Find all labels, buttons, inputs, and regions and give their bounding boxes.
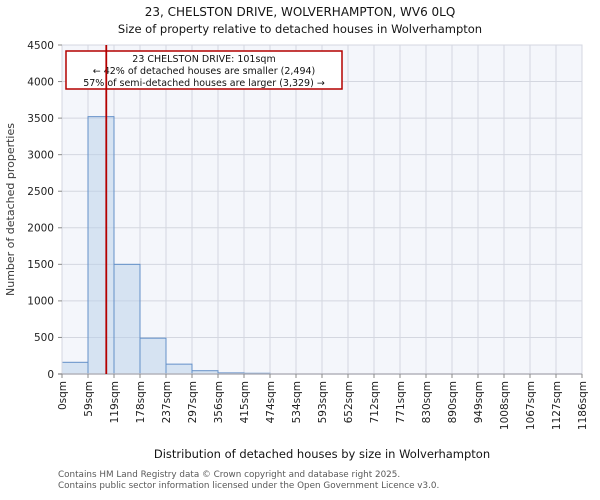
y-tick-label: 3500 bbox=[27, 113, 54, 125]
chart-title: 23, CHELSTON DRIVE, WOLVERHAMPTON, WV6 0… bbox=[144, 5, 456, 19]
x-axis-title: Distribution of detached houses by size … bbox=[154, 447, 490, 461]
x-tick-label: 356sqm bbox=[213, 381, 225, 423]
x-tick-label: 178sqm bbox=[135, 381, 147, 423]
x-tick-label: 1186sqm bbox=[577, 381, 589, 430]
y-tick-label: 0 bbox=[47, 369, 54, 381]
x-tick-label: 474sqm bbox=[265, 381, 277, 423]
y-tick-label: 3000 bbox=[27, 149, 54, 161]
x-tick-label: 1008sqm bbox=[499, 381, 511, 430]
x-tick-label: 593sqm bbox=[317, 381, 329, 423]
x-tick-label: 830sqm bbox=[421, 381, 433, 423]
y-tick-label: 2500 bbox=[27, 186, 54, 198]
footer-attribution-1: Contains HM Land Registry data © Crown c… bbox=[58, 470, 401, 480]
annotation-line: 57% of semi-detached houses are larger (… bbox=[83, 78, 325, 89]
histogram-bar bbox=[139, 337, 167, 375]
x-tick-label: 59sqm bbox=[83, 381, 95, 417]
x-tick-label: 297sqm bbox=[187, 381, 199, 423]
x-tick-label: 712sqm bbox=[369, 381, 381, 423]
annotation-line: 23 CHELSTON DRIVE: 101sqm bbox=[132, 54, 275, 65]
y-tick-label: 2000 bbox=[27, 223, 54, 235]
x-tick-label: 949sqm bbox=[473, 381, 485, 423]
x-tick-label: 534sqm bbox=[291, 381, 303, 423]
y-tick-label: 4000 bbox=[27, 76, 54, 88]
x-tick-label: 1127sqm bbox=[551, 381, 563, 430]
x-tick-label: 890sqm bbox=[447, 381, 459, 423]
x-tick-label: 652sqm bbox=[343, 381, 355, 423]
histogram-bar bbox=[113, 263, 141, 375]
y-tick-label: 500 bbox=[34, 332, 54, 344]
x-tick-label: 771sqm bbox=[395, 381, 407, 423]
y-tick-label: 4500 bbox=[27, 40, 54, 52]
y-tick-label: 1000 bbox=[27, 296, 54, 308]
histogram-bar bbox=[165, 363, 193, 375]
x-tick-label: 119sqm bbox=[109, 381, 121, 423]
footer-attribution-2: Contains public sector information licen… bbox=[58, 481, 440, 491]
x-tick-label: 1067sqm bbox=[525, 381, 537, 430]
histogram-bar bbox=[61, 361, 89, 375]
y-tick-label: 1500 bbox=[27, 259, 54, 271]
chart-subtitle: Size of property relative to detached ho… bbox=[117, 22, 483, 36]
x-tick-label: 237sqm bbox=[161, 381, 173, 423]
histogram-bar bbox=[87, 116, 115, 375]
x-tick-label: 0sqm bbox=[57, 381, 69, 410]
annotation-box bbox=[65, 50, 343, 90]
x-tick-label: 415sqm bbox=[239, 381, 251, 423]
y-axis-title: Number of detached properties bbox=[4, 123, 17, 296]
annotation-line: ← 42% of detached houses are smaller (2,… bbox=[93, 66, 316, 77]
